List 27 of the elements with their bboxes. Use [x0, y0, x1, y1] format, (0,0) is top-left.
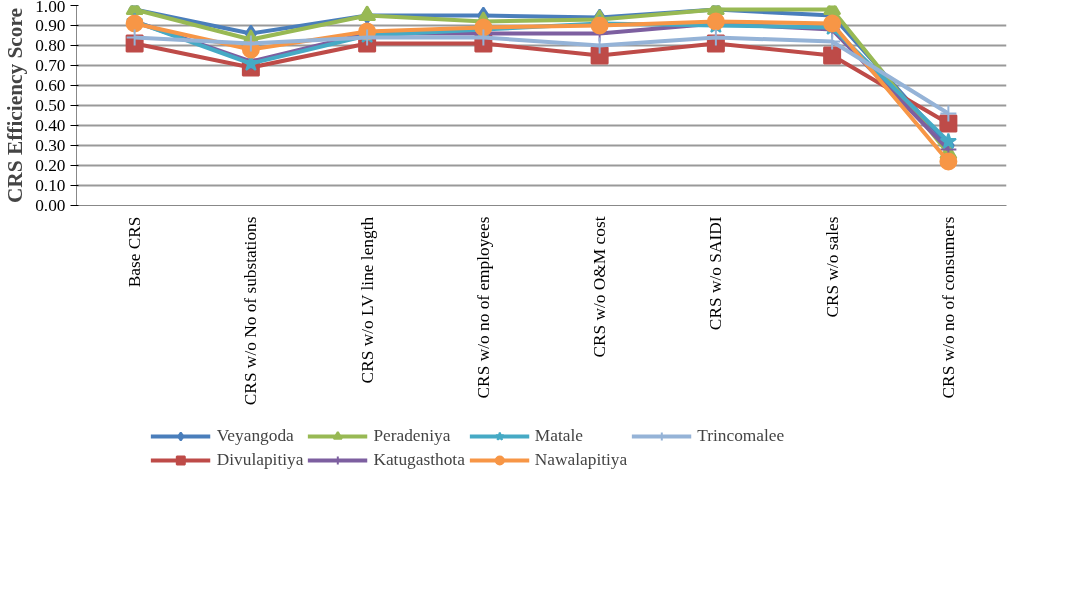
- x-tick-label: CRS w/o no of employees: [473, 216, 493, 399]
- y-tick-label: 0.80: [35, 36, 66, 55]
- y-tick-label: 0.70: [35, 56, 66, 75]
- x-tick-label: CRS w/o sales: [822, 216, 842, 318]
- y-tick-label: 0.50: [35, 96, 66, 115]
- y-tick-label: 1.00: [35, 0, 66, 16]
- x-tick-label: CRS w/o No of substations: [241, 216, 261, 406]
- x-tick-label: CRS w/o SAIDI: [706, 216, 726, 331]
- legend-label: Nawalapitiya: [534, 450, 628, 470]
- y-tick-label: 0.40: [35, 116, 66, 135]
- legend-label: Trincomalee: [697, 426, 785, 446]
- legend-label: Katugasthota: [373, 450, 465, 470]
- x-tick-label: Base CRS: [125, 216, 145, 288]
- y-tick-label: 0.90: [35, 16, 66, 35]
- x-tick-label: CRS w/o no of consumers: [938, 216, 958, 399]
- x-tick-label: CRS w/o LV line length: [357, 216, 377, 384]
- legend-label: Peradeniya: [373, 426, 451, 446]
- y-tick-label: 0.10: [35, 176, 66, 195]
- y-axis-title: CRS Efficiency Score: [3, 7, 28, 204]
- legend-label: Veyangoda: [216, 426, 294, 446]
- legend-label: Divulapitiya: [216, 450, 304, 470]
- legend-label: Matale: [534, 426, 583, 446]
- y-tick-label: 0.30: [35, 136, 66, 155]
- y-tick-label: 0.60: [35, 76, 66, 95]
- x-tick-label: CRS w/o O&M cost: [590, 216, 610, 358]
- y-tick-label: 0.20: [35, 156, 66, 175]
- y-tick-label: 0.00: [35, 196, 66, 215]
